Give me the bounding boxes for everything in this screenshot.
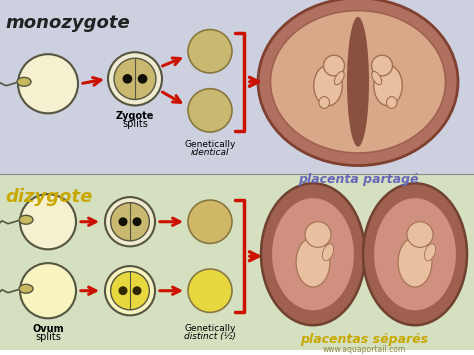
Circle shape: [118, 217, 128, 226]
Circle shape: [407, 222, 433, 247]
Circle shape: [133, 217, 142, 226]
Text: distinct (½): distinct (½): [184, 332, 236, 341]
Bar: [0, 174, 474, 350]
Ellipse shape: [372, 71, 382, 85]
Circle shape: [188, 200, 232, 244]
Text: www.aquaportail.com: www.aquaportail.com: [322, 345, 406, 354]
Circle shape: [138, 74, 147, 84]
Bar: [0, 0, 474, 174]
Ellipse shape: [386, 97, 397, 108]
Text: Genetically: Genetically: [184, 140, 236, 149]
Ellipse shape: [271, 11, 446, 153]
Ellipse shape: [110, 272, 149, 310]
Ellipse shape: [258, 0, 458, 165]
Ellipse shape: [110, 203, 149, 241]
Text: identical: identical: [191, 148, 229, 157]
Circle shape: [188, 269, 232, 312]
Circle shape: [188, 89, 232, 132]
Circle shape: [123, 74, 132, 84]
Text: placenta partagé: placenta partagé: [298, 174, 418, 186]
Circle shape: [188, 29, 232, 73]
Ellipse shape: [398, 237, 432, 287]
Circle shape: [18, 54, 78, 113]
Ellipse shape: [334, 71, 344, 85]
Text: placentas séparés: placentas séparés: [300, 333, 428, 346]
Text: monozygote: monozygote: [5, 14, 130, 32]
Ellipse shape: [296, 237, 330, 287]
Ellipse shape: [374, 65, 402, 106]
Circle shape: [105, 197, 155, 246]
Ellipse shape: [347, 17, 369, 147]
Circle shape: [133, 286, 142, 295]
Circle shape: [118, 286, 128, 295]
Ellipse shape: [272, 197, 355, 311]
Ellipse shape: [322, 244, 334, 261]
Ellipse shape: [19, 284, 33, 293]
Circle shape: [108, 52, 162, 105]
Ellipse shape: [363, 183, 467, 325]
Circle shape: [323, 55, 345, 76]
Circle shape: [372, 55, 392, 76]
Text: splits: splits: [35, 332, 61, 342]
Circle shape: [105, 266, 155, 315]
Text: Ovum: Ovum: [32, 324, 64, 334]
Text: Genetically: Genetically: [184, 324, 236, 333]
Ellipse shape: [17, 77, 31, 86]
Ellipse shape: [114, 58, 156, 99]
Circle shape: [20, 263, 76, 318]
Ellipse shape: [374, 197, 456, 311]
Circle shape: [305, 222, 331, 247]
Text: splits: splits: [122, 119, 148, 129]
Ellipse shape: [314, 65, 342, 106]
Ellipse shape: [261, 183, 365, 325]
Ellipse shape: [424, 244, 436, 261]
Circle shape: [20, 194, 76, 249]
Ellipse shape: [319, 97, 329, 108]
Text: Zygote: Zygote: [116, 111, 154, 121]
Ellipse shape: [19, 215, 33, 224]
Text: dizygote: dizygote: [5, 188, 92, 206]
